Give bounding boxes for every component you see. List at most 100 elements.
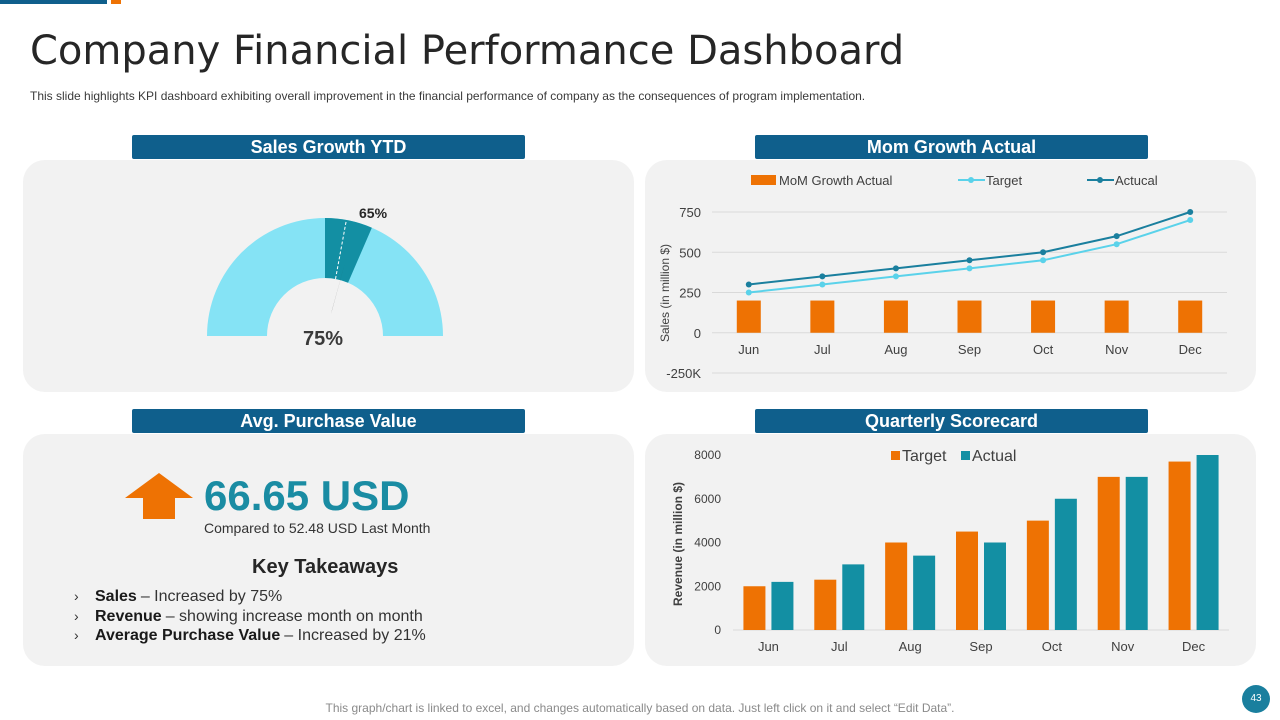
y-axis-label: Sales (in million $) xyxy=(658,244,672,342)
gauge-needle xyxy=(331,262,346,314)
takeaway-item: › Revenue – showing increase month on mo… xyxy=(74,608,426,628)
y-tick-label: 750 xyxy=(679,205,701,220)
line-actucal[interactable] xyxy=(748,211,1191,286)
y-tick-label: 4000 xyxy=(694,536,721,550)
line-point[interactable] xyxy=(819,281,826,288)
line-point[interactable] xyxy=(892,265,899,272)
bar-target[interactable] xyxy=(1026,520,1049,630)
mom-growth-chart[interactable]: 750 500 250 0 -250K Sales (in million $) Jun Ju… xyxy=(645,160,1256,392)
scorecard-header: Quarterly Scorecard xyxy=(755,409,1148,433)
x-tick-label: Oct xyxy=(1033,342,1054,357)
legend-label: Target xyxy=(902,448,947,465)
line-point[interactable] xyxy=(745,289,752,296)
x-tick-label: Jul xyxy=(814,342,831,357)
gauge-value-label: 75% xyxy=(303,328,343,350)
gauge-marker-label: 65% xyxy=(359,205,388,221)
bar-mom-growth[interactable] xyxy=(1104,300,1129,333)
avg-purchase-panel xyxy=(23,434,634,666)
takeaway-label: Average Purchase Value xyxy=(95,627,281,644)
page-number: 43 xyxy=(1242,685,1270,713)
legend-swatch-marker xyxy=(1097,177,1103,183)
avg-purchase-comparison: Compared to 52.48 USD Last Month xyxy=(204,520,431,536)
bar-mom-growth[interactable] xyxy=(957,300,982,333)
bar-target[interactable] xyxy=(1097,476,1120,630)
chevron-right-icon: › xyxy=(74,627,79,643)
takeaway-label: Revenue xyxy=(95,607,162,625)
x-tick-label: Sep xyxy=(958,342,981,357)
key-takeaways-list: › Sales – Increased by 75% › Revenue – s… xyxy=(74,588,426,647)
y-tick-label: 0 xyxy=(714,623,721,637)
x-tick-label: Sep xyxy=(969,639,992,654)
mom-growth-header: Mom Growth Actual xyxy=(755,135,1148,159)
legend-swatch-bar xyxy=(751,175,776,185)
takeaway-text: – Increased by 21% xyxy=(284,627,426,644)
x-tick-label: Jun xyxy=(738,342,759,357)
bar-mom-growth[interactable] xyxy=(736,300,761,333)
takeaway-label: Sales xyxy=(95,588,137,605)
x-tick-label: Aug xyxy=(899,639,922,654)
x-tick-label: Jul xyxy=(831,639,848,654)
bar-target[interactable] xyxy=(743,586,766,630)
line-point[interactable] xyxy=(1187,217,1194,224)
line-point[interactable] xyxy=(1040,249,1047,256)
y-tick-label: 500 xyxy=(679,245,701,260)
line-point[interactable] xyxy=(966,257,973,264)
line-point[interactable] xyxy=(745,281,752,288)
bar-actual[interactable] xyxy=(1125,476,1148,630)
bar-target[interactable] xyxy=(814,579,837,630)
line-point[interactable] xyxy=(1040,257,1047,264)
line-point[interactable] xyxy=(892,273,899,280)
footer-note: This graph/chart is linked to excel, and… xyxy=(325,701,955,715)
x-tick-label: Nov xyxy=(1105,342,1129,357)
bar-actual[interactable] xyxy=(913,555,936,630)
legend-label: Target xyxy=(986,173,1023,188)
line-point[interactable] xyxy=(819,273,826,280)
legend-label: Actual xyxy=(972,448,1016,465)
y-tick-label: 0 xyxy=(694,326,701,341)
y-tick-label: 8000 xyxy=(694,448,721,462)
avg-purchase-header: Avg. Purchase Value xyxy=(132,409,525,433)
takeaway-item: › Average Purchase Value – Increased by … xyxy=(74,627,426,647)
bar-actual[interactable] xyxy=(984,542,1006,631)
takeaway-text: – Increased by 75% xyxy=(140,588,283,605)
legend-label: MoM Growth Actual xyxy=(779,173,893,188)
y-tick-label: 2000 xyxy=(694,579,721,593)
takeaway-item: › Sales – Increased by 75% xyxy=(74,588,426,608)
quarterly-scorecard-chart[interactable]: 0 2000 4000 6000 8000 Revenue (in million $) J… xyxy=(645,434,1256,666)
bar-actual[interactable] xyxy=(771,581,794,630)
y-tick-label: 6000 xyxy=(694,492,721,506)
line-target[interactable] xyxy=(748,219,1191,294)
bar-target[interactable] xyxy=(885,542,908,631)
legend-swatch xyxy=(961,451,970,460)
mom-growth-panel xyxy=(645,160,1256,392)
legend-swatch xyxy=(891,451,900,460)
bar-mom-growth[interactable] xyxy=(810,300,835,333)
chevron-right-icon: › xyxy=(74,607,79,624)
legend-label: Actucal xyxy=(1115,173,1158,188)
line-point[interactable] xyxy=(1187,209,1194,215)
bar-mom-growth[interactable] xyxy=(1178,300,1203,333)
accent-bar-orange xyxy=(111,0,121,4)
x-tick-label: Oct xyxy=(1042,639,1063,654)
accent-bar-blue xyxy=(0,0,107,4)
page-subtitle: This slide highlights KPI dashboard exhi… xyxy=(30,89,866,103)
y-tick-label: 250 xyxy=(679,286,701,301)
line-point[interactable] xyxy=(1113,241,1120,248)
key-takeaways-title: Key Takeaways xyxy=(252,556,399,578)
gauge-chart[interactable]: 65% 75% xyxy=(23,160,634,392)
bar-target[interactable] xyxy=(956,531,978,630)
bar-actual[interactable] xyxy=(1196,455,1219,630)
x-tick-label: Dec xyxy=(1182,639,1206,654)
line-point[interactable] xyxy=(1113,233,1120,240)
bar-mom-growth[interactable] xyxy=(1031,300,1056,333)
x-tick-label: Dec xyxy=(1179,342,1203,357)
chevron-right-icon: › xyxy=(74,588,79,604)
line-point[interactable] xyxy=(966,265,973,272)
bar-actual[interactable] xyxy=(842,564,865,630)
bar-actual[interactable] xyxy=(1054,498,1077,630)
bar-mom-growth[interactable] xyxy=(883,300,908,333)
x-tick-label: Nov xyxy=(1111,639,1135,654)
bar-target[interactable] xyxy=(1168,461,1191,630)
arrow-up-icon xyxy=(125,473,193,519)
page-title: Company Financial Performance Dashboard xyxy=(30,28,905,74)
